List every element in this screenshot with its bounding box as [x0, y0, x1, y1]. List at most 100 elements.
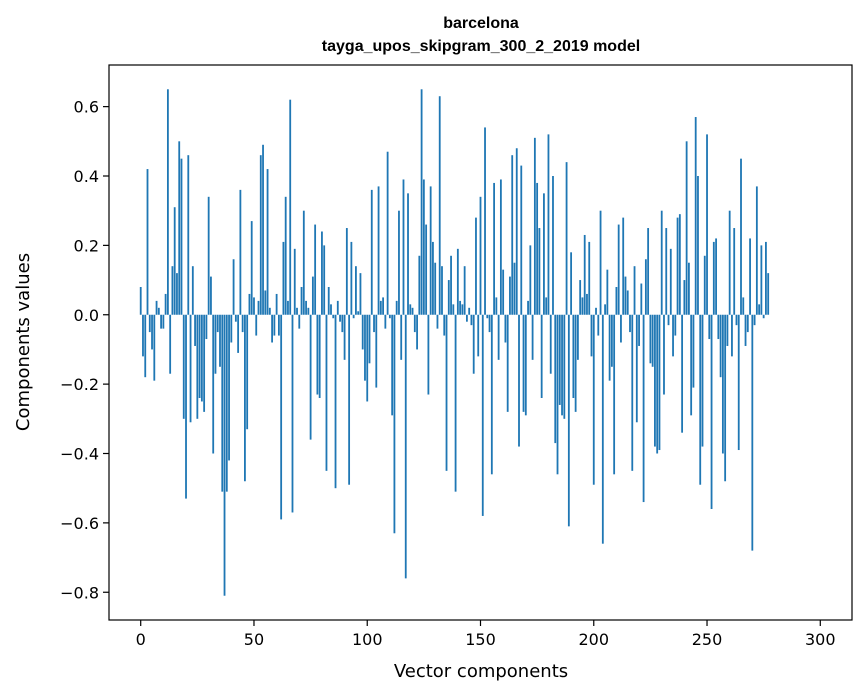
bar — [694, 117, 697, 315]
bar — [608, 314, 611, 381]
bar — [477, 314, 480, 357]
bar — [416, 314, 418, 350]
bar — [697, 176, 699, 315]
bar — [311, 276, 314, 315]
bar — [572, 314, 575, 398]
bar — [248, 293, 251, 315]
bar — [556, 314, 559, 475]
bar — [366, 314, 369, 402]
bar — [438, 96, 441, 315]
bar — [166, 89, 169, 315]
bar — [280, 314, 283, 520]
bar — [690, 314, 693, 416]
bar — [291, 314, 294, 513]
bar — [296, 307, 298, 315]
bar — [425, 224, 428, 315]
bar — [173, 207, 176, 315]
bar — [613, 314, 616, 475]
bar — [554, 314, 557, 444]
bar — [545, 297, 548, 315]
bar — [640, 283, 643, 315]
bar — [441, 266, 443, 315]
bar — [479, 196, 482, 315]
bar — [484, 127, 486, 315]
bar — [581, 297, 584, 315]
bar — [250, 221, 253, 315]
bar — [418, 255, 421, 315]
bar — [631, 314, 634, 471]
bar — [255, 314, 258, 336]
bar — [298, 314, 301, 329]
bar — [540, 314, 543, 398]
bar — [488, 314, 491, 333]
bar — [708, 314, 711, 340]
y-tick-label: −0.2 — [60, 375, 99, 394]
bar — [373, 314, 375, 333]
bar — [212, 314, 215, 454]
bar — [395, 300, 398, 315]
bar — [629, 314, 631, 333]
bar — [162, 314, 165, 329]
bar — [287, 300, 289, 315]
bar — [196, 314, 199, 419]
bar — [355, 266, 357, 315]
bar — [724, 314, 727, 482]
bar — [726, 314, 729, 346]
bar — [699, 314, 702, 485]
bar — [529, 245, 532, 315]
bar — [289, 99, 292, 315]
bar — [456, 248, 459, 315]
bar — [282, 241, 285, 315]
bar — [674, 314, 677, 336]
bar — [427, 314, 430, 395]
bar — [649, 314, 652, 364]
bar — [654, 314, 656, 447]
bar — [717, 314, 720, 340]
bar — [330, 304, 332, 315]
bar — [210, 276, 212, 315]
y-tick-label: −0.4 — [60, 445, 99, 464]
bar — [740, 158, 742, 315]
bar — [753, 314, 756, 326]
bar — [325, 314, 328, 471]
bar — [207, 196, 210, 315]
y-tick-label: 0.2 — [74, 236, 99, 255]
bar — [570, 252, 573, 315]
bar — [765, 241, 767, 315]
bar — [475, 217, 477, 315]
y-tick-label: −0.8 — [60, 583, 99, 602]
y-tick-label: 0.6 — [74, 98, 99, 117]
bar — [470, 314, 473, 326]
bar — [341, 314, 344, 333]
bar — [321, 231, 323, 315]
bar — [520, 165, 523, 315]
bar — [760, 245, 763, 315]
bar — [506, 314, 509, 412]
bar — [701, 314, 704, 447]
bar — [407, 193, 409, 315]
bar — [461, 304, 464, 315]
bar — [391, 314, 394, 416]
bar — [543, 193, 545, 315]
x-tick-label: 250 — [692, 630, 723, 649]
bar — [318, 314, 321, 398]
bar — [667, 314, 670, 326]
bar — [293, 248, 296, 315]
bar — [334, 314, 337, 489]
bar — [728, 210, 731, 315]
bar — [357, 311, 360, 315]
bar — [343, 314, 346, 360]
bar — [567, 314, 570, 527]
bar — [549, 314, 552, 374]
bar — [715, 238, 717, 315]
bar — [377, 186, 380, 315]
bar — [466, 314, 468, 322]
bar — [327, 287, 330, 315]
bar — [592, 314, 595, 485]
bar — [221, 314, 224, 492]
bar — [151, 314, 153, 350]
bar — [146, 169, 149, 315]
bar — [620, 314, 622, 343]
bar — [746, 314, 749, 333]
bar — [615, 287, 618, 315]
